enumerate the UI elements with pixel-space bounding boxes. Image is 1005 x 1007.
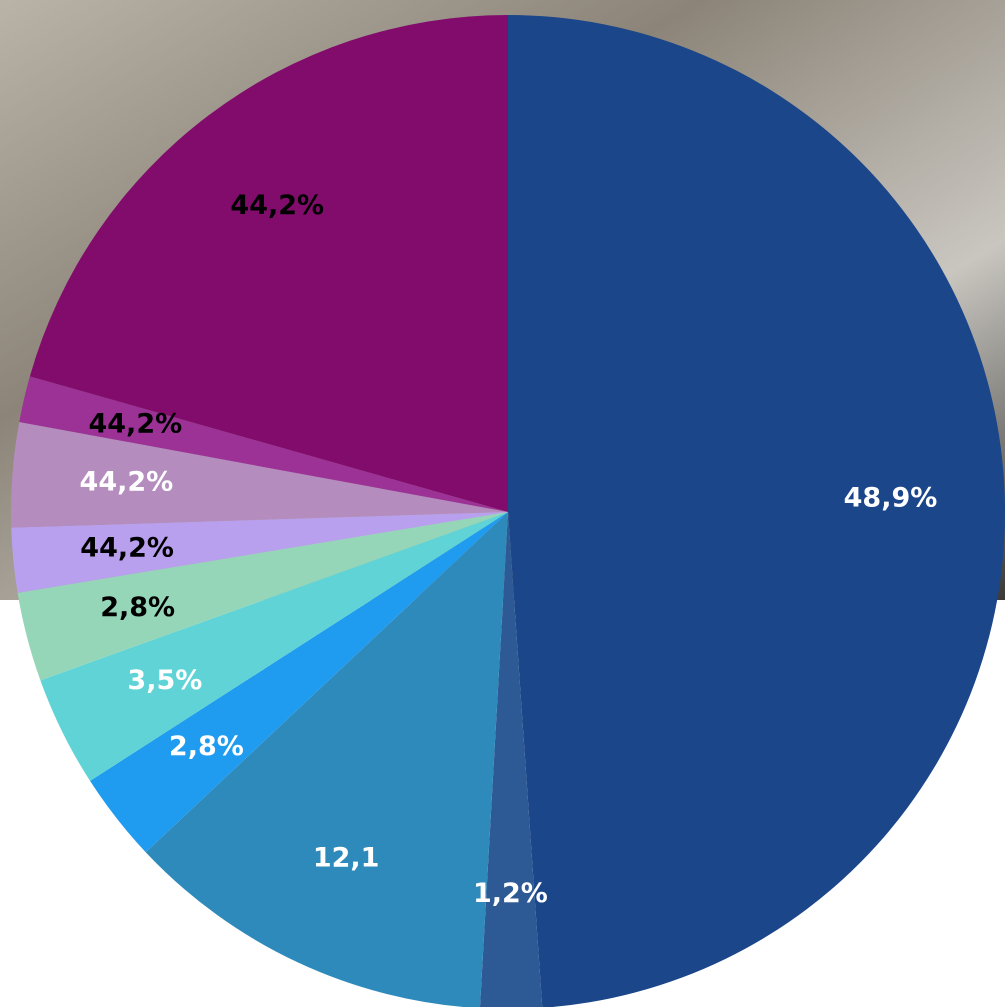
slice-labels: 48,9% 1,2% 12,1 2,8% 3,5% 2,8% 44,2% 44,2% 44,2%…	[80, 190, 938, 909]
pie-slice	[10, 421, 508, 528]
pie-slice	[40, 512, 508, 781]
slice-label: 44,2%	[80, 533, 174, 564]
pie-slice	[29, 15, 508, 512]
pie-slice	[17, 512, 508, 681]
slice-label: 3,5%	[127, 665, 202, 696]
pie-slice	[479, 512, 543, 1007]
slice-label: 44,2%	[80, 467, 174, 498]
slice-label: 1,2%	[473, 878, 548, 909]
pie-slice	[145, 512, 508, 1007]
slice-label: 48,9%	[844, 482, 938, 513]
slice-label: 2,8%	[169, 731, 244, 762]
pie-slice	[19, 376, 509, 512]
pie-slice	[11, 512, 508, 593]
slice-label: 44,2%	[88, 409, 182, 440]
slice-label: 2,8%	[100, 592, 175, 623]
slice-label: 44,2%	[230, 190, 324, 221]
pie-slice	[508, 15, 1005, 1007]
slice-label: 12,1	[313, 842, 380, 873]
pie-slice	[90, 512, 509, 853]
pie	[10, 15, 1005, 1007]
